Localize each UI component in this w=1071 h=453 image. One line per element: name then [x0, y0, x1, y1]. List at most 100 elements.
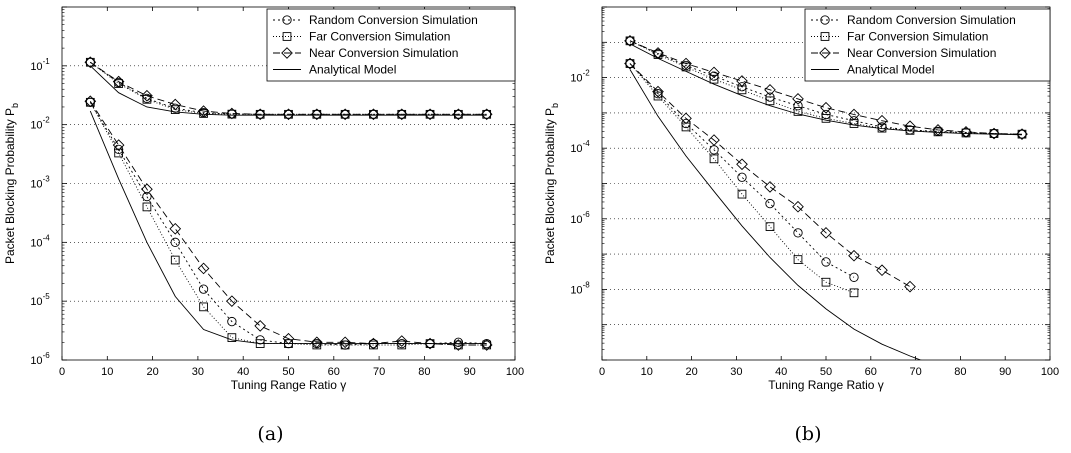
diamond-marker	[792, 200, 804, 213]
diamond-marker	[480, 108, 493, 121]
x-tick-label: 0	[599, 366, 605, 378]
circle-marker	[765, 198, 775, 209]
diamond-marker	[310, 108, 323, 121]
series-line	[629, 43, 1023, 136]
plot-series	[624, 35, 1028, 360]
diamond-marker	[169, 222, 182, 235]
square-marker	[821, 277, 831, 287]
legend-label: Analytical Model	[847, 63, 934, 77]
square-marker	[765, 222, 775, 231]
diamond-marker	[254, 108, 267, 121]
square-marker	[625, 36, 635, 46]
y-tick-label: 10-2	[570, 69, 590, 85]
legend: Random Conversion Simulation Far Conversi…	[804, 8, 1051, 82]
diamond-marker	[84, 56, 97, 69]
y-tick-label: 10-6	[30, 351, 50, 367]
x-tick-label: 40	[775, 366, 787, 378]
square-marker	[821, 114, 831, 123]
diamond-marker	[820, 101, 832, 114]
series-line	[89, 65, 487, 116]
diamond-marker	[736, 158, 748, 171]
legend-label: Far Conversion Simulation	[309, 30, 450, 44]
chart-panel-a: 0 10 20 30 40 50 60 70 80 90 100 10-1 10-2 10-3 10-4 10…	[3, 6, 524, 445]
diamond-marker	[226, 107, 238, 120]
square-marker	[312, 340, 322, 350]
diamond-marker	[624, 57, 636, 70]
legend-square-marker	[820, 32, 830, 41]
diamond-marker	[282, 108, 295, 121]
legend-diamond-marker	[281, 47, 293, 59]
diamond-marker	[452, 108, 465, 121]
square-marker	[709, 154, 719, 164]
legend-square-marker	[282, 32, 292, 41]
diamond-marker	[680, 57, 692, 70]
x-tick-label: 70	[373, 366, 385, 378]
x-tick-label: 20	[685, 366, 697, 378]
diamond-marker	[112, 75, 125, 88]
figure-caption: (a)	[257, 423, 283, 445]
series-line	[629, 63, 855, 294]
diamond-marker	[141, 89, 153, 102]
x-axis-label: Tuning Range Ratio γ	[768, 378, 884, 392]
circle-marker	[821, 257, 831, 267]
x-tick-label: 10	[641, 366, 653, 378]
diamond-marker	[339, 336, 351, 349]
y-tick-label: 10-1	[30, 57, 50, 73]
diamond-marker	[876, 114, 888, 127]
diamond-marker	[197, 262, 210, 275]
circle-marker	[793, 228, 803, 238]
series-line	[89, 110, 487, 345]
x-tick-label: 60	[865, 366, 877, 378]
circle-marker	[198, 284, 209, 294]
diamond-marker	[764, 181, 776, 193]
figure-caption: (b)	[795, 423, 822, 445]
y-tick-label: 10-2	[30, 116, 50, 132]
square-marker	[142, 202, 152, 212]
legend-label: Near Conversion Simulation	[847, 46, 996, 60]
y-axis-label: Packet Blocking Probability Pb	[543, 103, 560, 264]
circle-marker	[849, 272, 859, 282]
series-line	[89, 101, 487, 346]
series-line	[90, 61, 487, 115]
circle-marker	[737, 172, 747, 182]
y-tick-label: 10-8	[570, 280, 590, 296]
x-tick-label: 30	[192, 366, 204, 378]
legend-label: Random Conversion Simulation	[309, 13, 478, 27]
square-marker	[397, 340, 407, 350]
diamond-marker	[424, 337, 436, 350]
x-tick-label: 90	[464, 366, 476, 378]
x-tick-label: 80	[954, 366, 966, 378]
x-tick-label: 50	[282, 366, 294, 378]
square-marker	[199, 109, 208, 118]
y-tick-label: 10-3	[30, 175, 50, 191]
series-line	[629, 69, 922, 360]
x-tick-label: 70	[909, 366, 921, 378]
x-tick-label: 60	[328, 366, 340, 378]
x-tick-label: 10	[101, 366, 113, 378]
square-marker	[170, 105, 180, 114]
legend: Random Conversion Simulation Far Conversi…	[266, 8, 516, 82]
y-tick-label: 10-4	[570, 139, 590, 155]
diamond-marker	[848, 249, 860, 262]
circle-marker	[227, 316, 237, 327]
square-marker	[227, 333, 237, 342]
legend-box	[266, 8, 516, 82]
legend-circle-marker	[282, 15, 292, 25]
square-marker	[709, 74, 719, 84]
diamond-marker	[339, 108, 351, 121]
x-tick-label: 40	[237, 366, 249, 378]
diamond-marker	[820, 227, 832, 239]
plot-series	[84, 56, 493, 351]
diamond-marker	[367, 108, 380, 121]
circle-marker	[142, 191, 152, 202]
legend-label: Near Conversion Simulation	[309, 46, 458, 60]
diamond-marker	[904, 280, 916, 293]
x-axis-label: Tuning Range Ratio γ	[231, 378, 347, 392]
series-analytical-model	[89, 65, 487, 345]
series-analytical-model	[629, 43, 1023, 360]
square-marker	[142, 94, 152, 104]
diamond-marker	[708, 134, 720, 146]
series-line	[629, 63, 855, 278]
legend-label: Analytical Model	[309, 63, 396, 77]
